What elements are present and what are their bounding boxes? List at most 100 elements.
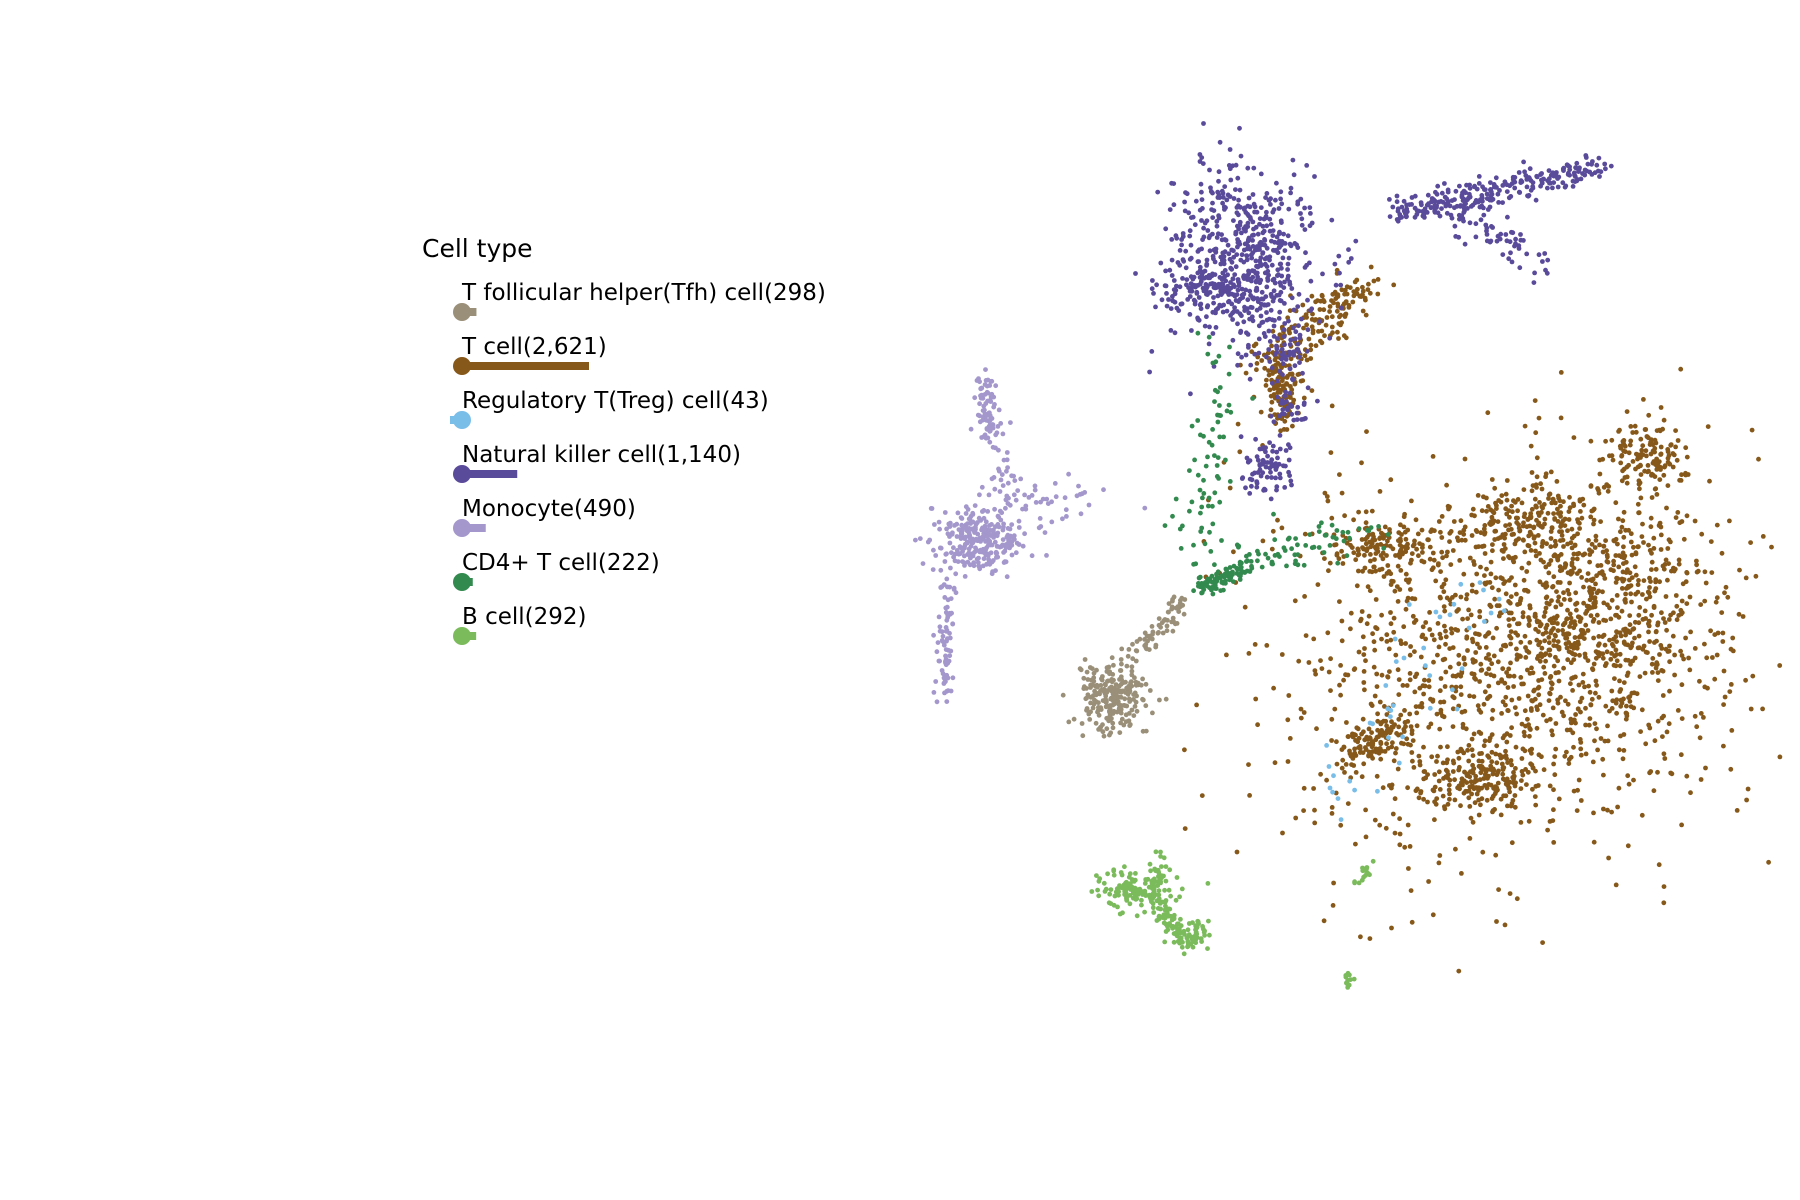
point-nk	[1292, 363, 1298, 369]
point-tcell	[1379, 612, 1384, 618]
point-tcell	[1616, 516, 1621, 522]
series-mono	[913, 367, 1148, 705]
point-nk	[1571, 170, 1577, 176]
point-tfh	[1087, 665, 1093, 670]
point-tcell	[1481, 494, 1486, 500]
point-tcell	[1508, 594, 1514, 599]
point-tcell	[1550, 584, 1555, 590]
point-nk	[1534, 174, 1540, 180]
point-nk	[1538, 172, 1543, 178]
point-mono	[931, 547, 936, 553]
point-tcell	[1542, 671, 1548, 676]
point-nk	[1574, 160, 1580, 166]
point-tcell	[1624, 409, 1630, 414]
point-tcell	[1588, 484, 1594, 489]
point-mono	[989, 559, 995, 565]
point-cd4	[1215, 419, 1221, 425]
point-nk	[1453, 188, 1459, 194]
point-nk	[1220, 190, 1226, 196]
point-mono	[944, 576, 950, 582]
point-nk	[1186, 210, 1192, 216]
point-tfh	[1090, 682, 1095, 688]
point-tcell	[1525, 716, 1530, 722]
point-tcell	[1513, 515, 1519, 521]
point-tfh	[1182, 597, 1188, 602]
point-tcell	[1543, 605, 1549, 611]
point-cd4	[1247, 552, 1252, 557]
point-tcell	[1551, 511, 1556, 516]
point-mono	[991, 529, 996, 535]
point-tfh	[1117, 730, 1123, 735]
point-tcell	[1662, 562, 1668, 567]
point-cd4	[1198, 529, 1204, 534]
point-tcell	[1592, 545, 1598, 550]
point-tcell	[1494, 919, 1499, 924]
point-tcell	[1555, 598, 1561, 604]
point-tcell	[1649, 495, 1655, 500]
point-tcell	[1583, 611, 1588, 616]
point-tcell	[1290, 423, 1295, 429]
point-tcell	[1587, 716, 1593, 721]
point-mono	[978, 395, 984, 401]
point-cd4	[1207, 529, 1212, 535]
point-nk	[1421, 212, 1427, 218]
point-tcell	[1613, 700, 1619, 706]
point-tcell	[1560, 537, 1566, 543]
point-tcell	[1414, 546, 1419, 552]
point-tcell	[1459, 537, 1465, 543]
point-tcell	[1442, 684, 1448, 689]
point-mono	[981, 515, 987, 521]
point-tcell	[1617, 689, 1623, 694]
point-tcell	[1617, 427, 1622, 433]
point-tfh	[1133, 679, 1139, 685]
point-tcell	[1473, 589, 1479, 595]
point-mono	[994, 550, 1000, 556]
point-mono	[953, 590, 959, 596]
point-tcell	[1443, 577, 1449, 583]
point-nk	[1169, 237, 1175, 242]
point-tcell	[1401, 514, 1407, 520]
point-mono	[981, 527, 987, 533]
point-tcell	[1580, 671, 1586, 677]
point-nk	[1263, 294, 1269, 299]
point-tfh	[1124, 663, 1130, 669]
point-nk	[1276, 206, 1282, 211]
point-tcell	[1371, 564, 1377, 570]
point-nk	[1221, 254, 1227, 259]
point-tfh	[1096, 700, 1101, 706]
point-tcell	[1575, 639, 1581, 645]
point-tcell	[1277, 389, 1283, 395]
point-tcell	[1405, 822, 1411, 828]
point-tcell	[1678, 752, 1684, 758]
point-cd4	[1201, 491, 1207, 496]
point-tcell	[1530, 670, 1536, 676]
point-tcell	[1627, 622, 1633, 628]
point-tcell	[1565, 528, 1570, 534]
point-nk	[1572, 174, 1578, 179]
point-cd4	[1217, 434, 1223, 440]
point-nk	[1178, 301, 1184, 307]
point-tcell	[1621, 448, 1626, 454]
point-tcell	[1363, 297, 1368, 303]
point-tfh	[1104, 726, 1110, 732]
point-nk	[1289, 482, 1294, 488]
point-mono	[932, 522, 937, 527]
point-tcell	[1651, 788, 1657, 794]
point-tcell	[1535, 707, 1540, 713]
point-cd4	[1271, 511, 1276, 517]
point-nk	[1291, 349, 1296, 355]
point-nk	[1461, 218, 1466, 224]
point-tcell	[1375, 711, 1380, 717]
point-tcell	[1518, 786, 1524, 791]
point-tcell	[1552, 538, 1558, 544]
point-mono	[981, 403, 987, 409]
point-bcell	[1108, 887, 1114, 892]
point-tcell	[1428, 721, 1434, 727]
point-tcell	[1560, 628, 1565, 633]
point-nk	[1230, 276, 1236, 282]
point-tcell	[1477, 645, 1482, 650]
point-tcell	[1548, 544, 1554, 550]
point-nk	[1279, 347, 1285, 352]
point-nk	[1263, 195, 1268, 201]
point-tcell	[1499, 493, 1505, 498]
